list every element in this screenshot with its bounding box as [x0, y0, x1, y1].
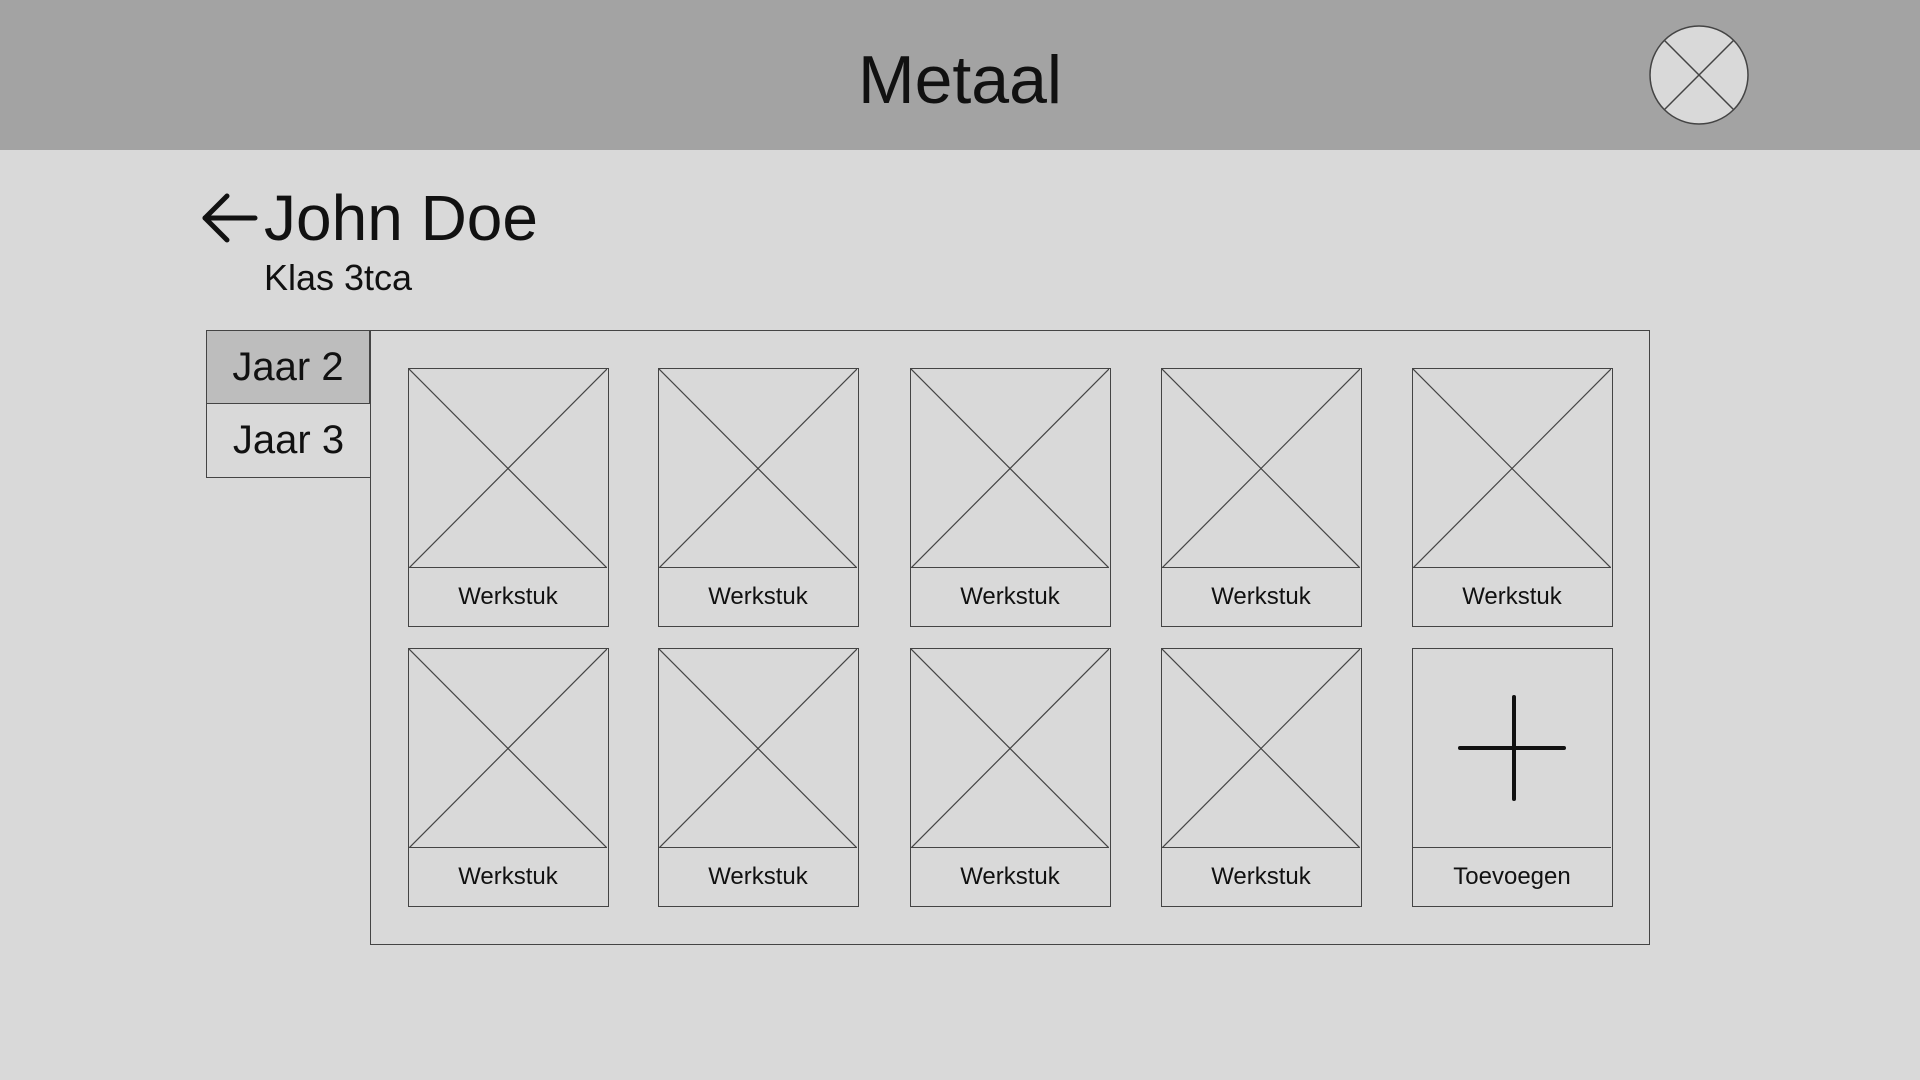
werkstuk-card[interactable]: Werkstuk — [658, 368, 859, 627]
werkstuk-label: Werkstuk — [659, 847, 857, 905]
tab-jaar-3[interactable]: Jaar 3 — [206, 404, 370, 478]
werkstuk-card[interactable]: Werkstuk — [1412, 368, 1613, 627]
add-werkstuk-button[interactable]: Toevoegen — [1412, 648, 1613, 907]
image-placeholder-icon — [1413, 369, 1611, 568]
image-placeholder-icon — [911, 649, 1109, 848]
werkstuk-card[interactable]: Werkstuk — [910, 648, 1111, 907]
app-title: Metaal — [857, 42, 1063, 118]
close-button[interactable] — [1649, 25, 1749, 125]
werkstuk-card[interactable]: Werkstuk — [408, 368, 609, 627]
werkstuk-label: Werkstuk — [911, 567, 1109, 625]
student-name: John Doe — [264, 182, 538, 254]
plus-icon — [1458, 695, 1566, 801]
werkstuk-card[interactable]: Werkstuk — [910, 368, 1111, 627]
werkstuk-label: Werkstuk — [1162, 567, 1360, 625]
werkstuk-card[interactable]: Werkstuk — [1161, 648, 1362, 907]
image-placeholder-icon — [1162, 649, 1360, 848]
image-placeholder-icon — [409, 649, 607, 848]
image-placeholder-icon — [659, 649, 857, 848]
werkstuk-label: Werkstuk — [911, 847, 1109, 905]
werkstuk-card[interactable]: Werkstuk — [1161, 368, 1362, 627]
werkstuk-label: Werkstuk — [1162, 847, 1360, 905]
close-x-circle-icon — [1649, 25, 1749, 125]
werkstuk-label: Werkstuk — [409, 567, 607, 625]
werkstuk-label: Werkstuk — [409, 847, 607, 905]
werkstuk-card[interactable]: Werkstuk — [408, 648, 609, 907]
image-placeholder-icon — [659, 369, 857, 568]
image-placeholder-icon — [409, 369, 607, 568]
student-class: Klas 3tca — [264, 257, 413, 298]
werkstukken-panel — [370, 330, 1650, 945]
werkstuk-label: Werkstuk — [1413, 567, 1611, 625]
add-werkstuk-label: Toevoegen — [1413, 847, 1611, 905]
arrow-left-icon — [202, 193, 258, 243]
werkstuk-card[interactable]: Werkstuk — [658, 648, 859, 907]
tab-jaar-2[interactable]: Jaar 2 — [206, 330, 370, 404]
image-placeholder-icon — [1162, 369, 1360, 568]
werkstuk-label: Werkstuk — [659, 567, 857, 625]
image-placeholder-icon — [911, 369, 1109, 568]
back-button[interactable] — [200, 193, 258, 243]
header-bar: Metaal — [0, 0, 1920, 150]
